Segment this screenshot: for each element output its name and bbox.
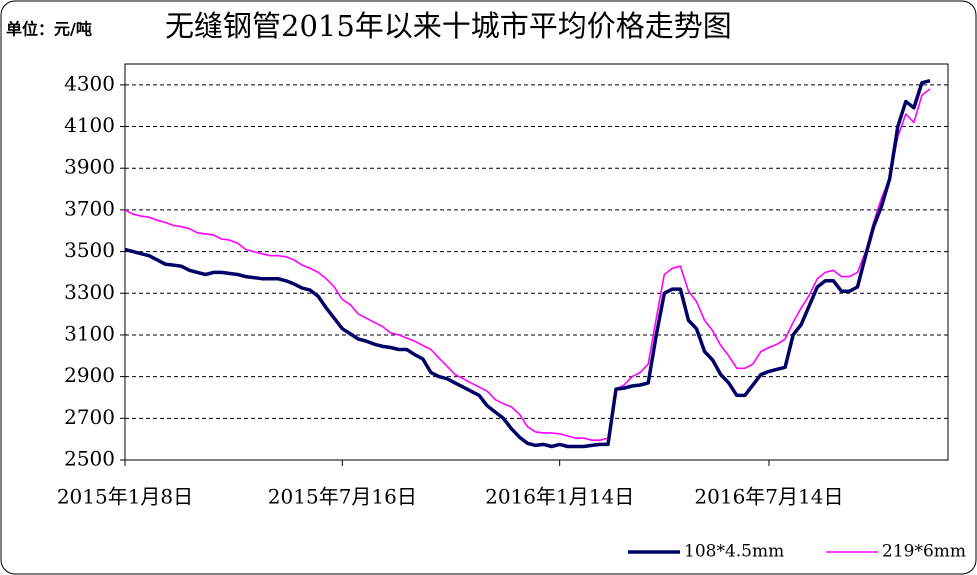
y-tick-label: 4300	[64, 71, 115, 95]
chart-title: 无缝钢管2015年以来十城市平均价格走势图	[165, 9, 732, 43]
legend-label: 219*6mm	[882, 542, 966, 562]
y-tick-label: 2900	[64, 363, 115, 387]
x-tick-label: 2015年1月8日	[57, 485, 193, 509]
x-tick-label: 2015年7月16日	[268, 485, 417, 509]
x-tick-label: 2016年1月14日	[485, 485, 634, 509]
y-tick-label: 3900	[64, 155, 115, 179]
y-tick-label: 3300	[64, 280, 115, 304]
y-tick-label: 2500	[64, 447, 115, 471]
plot-area	[124, 63, 949, 461]
series-line	[124, 88, 931, 441]
legend-label: 108*4.5mm	[684, 542, 784, 562]
y-tick-label: 3100	[64, 321, 115, 345]
series-line	[124, 79, 931, 449]
unit-label: 单位：元/吨	[6, 20, 92, 39]
y-tick-label: 3700	[64, 196, 115, 220]
y-tick-label: 3500	[64, 238, 115, 262]
x-tick-label: 2016年7月14日	[694, 485, 843, 509]
y-tick-label: 2700	[64, 405, 115, 429]
y-tick-label: 4100	[64, 113, 115, 137]
